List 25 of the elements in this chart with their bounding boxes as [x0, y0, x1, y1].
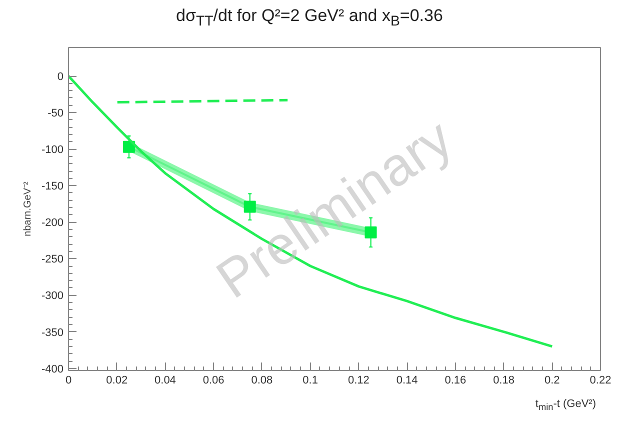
- y-tick-label: -50: [48, 108, 64, 120]
- x-tick-label: 0.2: [544, 374, 560, 386]
- x-tick-label: 0: [65, 374, 72, 386]
- y-tick-label: -400: [41, 363, 64, 376]
- y-tick-label: -300: [41, 290, 64, 302]
- x-tick-label: 0.12: [348, 374, 370, 386]
- y-tick-label: -350: [41, 326, 64, 339]
- line-series: [68, 74, 554, 348]
- y-tick-label: 0: [57, 71, 64, 83]
- x-tick-label: 0.04: [154, 374, 176, 386]
- x-tick-label: 0.14: [396, 374, 418, 386]
- chart-title: dσ$_{TT}$/dt for Q²=2 GeV² and x$_{B}$=0.36: [176, 5, 443, 32]
- x-tick-label: 0.06: [202, 374, 224, 386]
- x-tick-label: 0.1: [302, 374, 318, 386]
- y-tick-label: -100: [41, 144, 64, 156]
- x-tick-label: 0.08: [251, 374, 273, 386]
- x-tick-label: 0.16: [444, 374, 466, 386]
- x-axis-title: t$_{min}$-t (GeV²): [535, 397, 596, 414]
- y-axis-title: nbarn.GeV⁻²: [22, 180, 34, 236]
- y-tick-label: -250: [41, 254, 64, 266]
- x-tick-label: 0.02: [106, 374, 128, 386]
- x-tick-label: 0.18: [493, 374, 514, 386]
- y-tick-label: -150: [41, 180, 64, 193]
- x-tick-label: 0.22: [590, 374, 612, 386]
- y-tick-label: -200: [41, 217, 64, 230]
